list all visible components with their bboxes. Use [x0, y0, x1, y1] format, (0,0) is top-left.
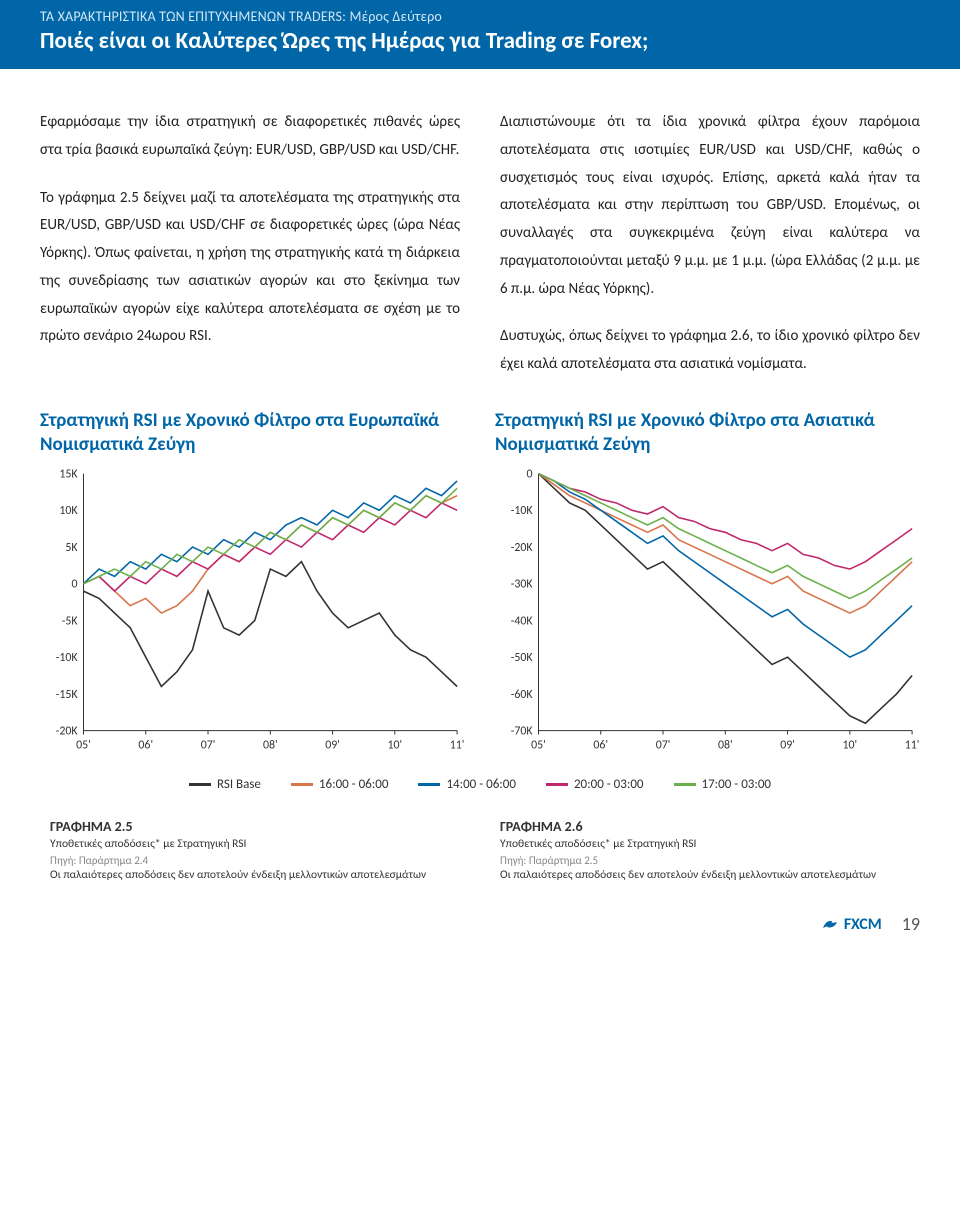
svg-text:05': 05' [76, 739, 91, 753]
svg-text:10K: 10K [59, 505, 78, 519]
legend-item: 14:00 - 06:00 [418, 777, 516, 792]
page-header: ΤΑ ΧΑΡΑΚΤΗΡΙΣΤΙΚΑ ΤΩΝ ΕΠΙΤΥΧΗΜΕΝΩΝ TRADE… [0, 0, 960, 69]
legend-label: 17:00 - 03:00 [702, 777, 772, 792]
svg-text:06': 06' [138, 739, 153, 753]
charts-row: Στρατηγική RSI με Χρονικό Φίλτρο στα Ευρ… [40, 409, 920, 760]
page-number: 19 [902, 913, 920, 935]
fxcm-logo: FXCM [820, 914, 882, 934]
logo-icon [820, 914, 840, 934]
chart-asian: Στρατηγική RSI με Χρονικό Φίλτρο στα Ασι… [495, 409, 920, 760]
svg-text:-50K: -50K [511, 651, 534, 665]
svg-text:-10K: -10K [56, 651, 79, 665]
legend-swatch [418, 783, 440, 786]
chart-title: Στρατηγική RSI με Χρονικό Φίλτρο στα Ευρ… [40, 409, 465, 457]
text-columns: Εφαρμόσαμε την ίδια στρατηγική σε διαφορ… [40, 109, 920, 399]
svg-text:5K: 5K [65, 541, 78, 555]
svg-text:08': 08' [263, 739, 278, 753]
legend-item: 16:00 - 06:00 [291, 777, 389, 792]
chart-legend: RSI Base 16:00 - 06:00 14:00 - 06:00 20:00 … [40, 777, 920, 792]
svg-text:-15K: -15K [56, 688, 79, 702]
caption-note: Οι παλαιότερες αποδόσεις δεν αποτελούν έ… [500, 868, 910, 884]
svg-text:08': 08' [718, 739, 733, 753]
paragraph: Διαπιστώνουμε ότι τα ίδια χρονικά φίλτρα… [500, 109, 920, 303]
svg-text:-60K: -60K [511, 688, 534, 702]
legend-swatch [546, 783, 568, 786]
header-title: Ποιές είναι οι Καλύτερες Ώρες της Ημέρας… [40, 27, 920, 55]
caption-sub: Υποθετικές αποδόσεις* με Στρατηγική RSI [500, 837, 910, 853]
svg-text:-5K: -5K [62, 615, 79, 629]
page-footer: FXCM 19 [0, 893, 960, 955]
chart-svg-left: 15K 10K 5K 0 -5K -10K -15K -20K05' 06' 07' 08' 09' 1… [40, 464, 465, 754]
svg-text:10': 10' [388, 739, 403, 753]
caption-title: ΓΡΑΦΗΜΑ 2.6 [500, 818, 910, 835]
legend-item: 17:00 - 03:00 [674, 777, 772, 792]
legend-item: RSI Base [189, 777, 261, 792]
left-column: Εφαρμόσαμε την ίδια στρατηγική σε διαφορ… [40, 109, 460, 399]
caption-note: Οι παλαιότερες αποδόσεις δεν αποτελούν έ… [50, 868, 460, 884]
svg-text:-30K: -30K [511, 578, 534, 592]
svg-text:15K: 15K [59, 468, 78, 482]
caption-source: Πηγή: Παράρτημα 2.4 [50, 854, 460, 867]
paragraph: Το γράφημα 2.5 δείχνει μαζί τα αποτελέσμ… [40, 185, 460, 352]
header-subtitle: ΤΑ ΧΑΡΑΚΤΗΡΙΣΤΙΚΑ ΤΩΝ ΕΠΙΤΥΧΗΜΕΝΩΝ TRADE… [40, 8, 920, 25]
legend-swatch [189, 783, 211, 786]
svg-text:05': 05' [531, 739, 546, 753]
right-column: Διαπιστώνουμε ότι τα ίδια χρονικά φίλτρα… [500, 109, 920, 399]
svg-text:-70K: -70K [511, 725, 534, 739]
legend-label: RSI Base [217, 777, 261, 792]
caption-source: Πηγή: Παράρτημα 2.5 [500, 854, 910, 867]
svg-text:10': 10' [843, 739, 858, 753]
svg-text:-40K: -40K [511, 615, 534, 629]
svg-text:-10K: -10K [511, 505, 534, 519]
svg-text:06': 06' [593, 739, 608, 753]
legend-swatch [674, 783, 696, 786]
legend-item: 20:00 - 03:00 [546, 777, 644, 792]
svg-text:09': 09' [325, 739, 340, 753]
caption-right: ΓΡΑΦΗΜΑ 2.6 Υποθετικές αποδόσεις* με Στρ… [500, 818, 910, 883]
captions-row: ΓΡΑΦΗΜΑ 2.5 Υποθετικές αποδόσεις* με Στρ… [40, 818, 920, 883]
chart-svg-right: 0 -10K -20K -30K -40K -50K -60K -70K05' 06' 07' 08… [495, 464, 920, 754]
caption-title: ΓΡΑΦΗΜΑ 2.5 [50, 818, 460, 835]
legend-label: 16:00 - 06:00 [319, 777, 389, 792]
svg-text:-20K: -20K [511, 541, 534, 555]
legend-label: 20:00 - 03:00 [574, 777, 644, 792]
chart-title: Στρατηγική RSI με Χρονικό Φίλτρο στα Ασι… [495, 409, 920, 457]
svg-text:0: 0 [527, 468, 533, 482]
caption-left: ΓΡΑΦΗΜΑ 2.5 Υποθετικές αποδόσεις* με Στρ… [50, 818, 460, 883]
paragraph: Δυστυχώς, όπως δείχνει το γράφημα 2.6, τ… [500, 323, 920, 379]
paragraph: Εφαρμόσαμε την ίδια στρατηγική σε διαφορ… [40, 109, 460, 165]
caption-sub: Υποθετικές αποδόσεις* με Στρατηγική RSI [50, 837, 460, 853]
svg-text:07': 07' [201, 739, 216, 753]
legend-label: 14:00 - 06:00 [446, 777, 516, 792]
legend-swatch [291, 783, 313, 786]
svg-text:11': 11' [450, 739, 465, 753]
svg-text:0: 0 [72, 578, 78, 592]
svg-text:09': 09' [780, 739, 795, 753]
content-area: Εφαρμόσαμε την ίδια στρατηγική σε διαφορ… [0, 69, 960, 893]
svg-text:-20K: -20K [56, 725, 79, 739]
svg-text:07': 07' [656, 739, 671, 753]
logo-text: FXCM [844, 915, 882, 934]
chart-european: Στρατηγική RSI με Χρονικό Φίλτρο στα Ευρ… [40, 409, 465, 760]
svg-text:11': 11' [905, 739, 920, 753]
